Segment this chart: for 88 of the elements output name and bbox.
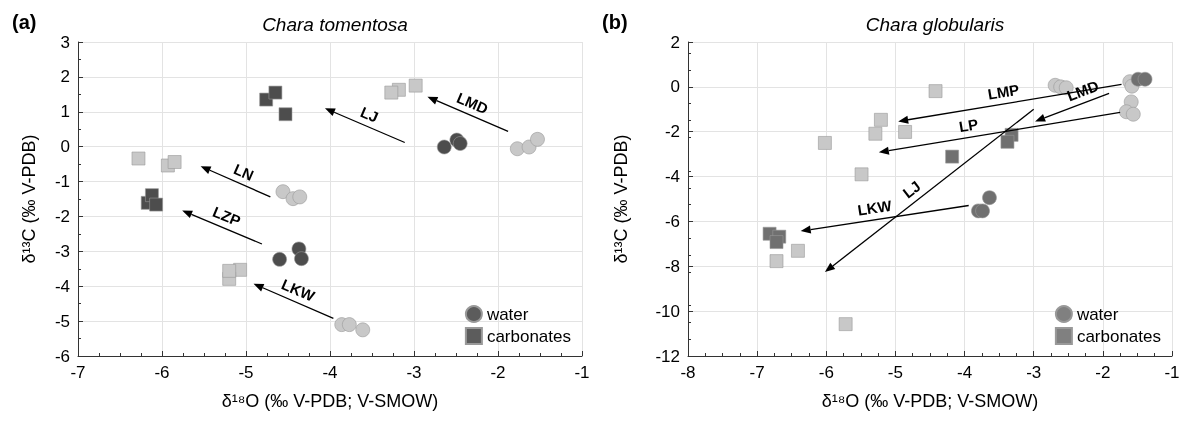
point	[292, 189, 308, 205]
point	[1125, 106, 1141, 122]
point	[149, 197, 163, 212]
point	[854, 167, 869, 182]
point	[818, 136, 832, 150]
annotation: LP	[957, 115, 980, 136]
point	[167, 155, 182, 169]
point	[342, 317, 357, 332]
point	[769, 235, 784, 249]
annotation: LMD	[1064, 76, 1101, 105]
y-axis-title: δ¹³C (‰ V-PDB)	[19, 134, 39, 264]
point	[510, 141, 525, 157]
y-tick-label: -10	[655, 301, 680, 321]
point	[982, 190, 997, 205]
text: (b)	[602, 11, 628, 33]
point	[384, 85, 399, 100]
x-tick-label: -1	[574, 363, 590, 382]
x-axis-title: δ¹⁸O (‰ V-PDB; V-SMOW)	[821, 391, 1039, 411]
point	[975, 203, 990, 219]
point	[436, 139, 452, 155]
point	[945, 149, 959, 164]
point	[530, 132, 545, 147]
y-tick-label: 0	[60, 137, 70, 157]
annotation: LN	[231, 160, 257, 184]
y-tick-label: -4	[54, 276, 70, 296]
x-tick-label: -6	[818, 363, 834, 382]
point	[769, 254, 784, 268]
point	[268, 85, 283, 100]
point	[275, 184, 291, 199]
annotation: LJ	[899, 177, 924, 202]
y-tick-label: -12	[655, 346, 680, 366]
point	[791, 244, 805, 258]
legend-label: carbonates	[1076, 326, 1162, 346]
x-tick-label: -7	[749, 363, 765, 382]
y-tick-label: 2	[60, 67, 70, 87]
x-tick-label: -3	[406, 363, 422, 382]
point	[131, 151, 146, 166]
point	[278, 107, 293, 122]
annotation: LJ	[358, 103, 381, 126]
y-tick-label: -1	[54, 172, 70, 192]
text: (a)	[12, 11, 37, 33]
y-tick-label: 3	[60, 32, 70, 52]
y-tick-label: -4	[664, 167, 680, 187]
x-tick-label: -6	[154, 363, 170, 382]
point	[294, 251, 309, 266]
annotation: LMD	[454, 88, 491, 118]
point	[222, 264, 236, 278]
y-tick-label: -6	[54, 346, 70, 366]
x-tick-label: -3	[1026, 363, 1042, 382]
x-tick-label: -5	[238, 363, 254, 382]
y-tick-label: 2	[670, 32, 680, 52]
point	[355, 322, 371, 338]
chart-title: Chara tomentosa	[262, 14, 408, 35]
y-tick-label: -2	[54, 206, 70, 226]
annotation: LZP	[210, 202, 244, 230]
y-tick-label: -8	[664, 256, 680, 276]
point	[452, 136, 468, 151]
x-tick-label: -4	[322, 363, 338, 382]
annotation: LKW	[279, 275, 319, 305]
point	[838, 317, 853, 331]
y-tick-label: 0	[670, 77, 680, 97]
point	[408, 78, 423, 93]
x-tick-label: -2	[1095, 363, 1111, 382]
annotation: LMP	[986, 80, 1021, 103]
chart-title: Chara globularis	[865, 14, 1005, 35]
y-axis-title: δ¹³C (‰ V-PDB)	[611, 134, 631, 264]
x-axis-title: δ¹⁸O (‰ V-PDB; V-SMOW)	[221, 391, 439, 411]
y-tick-label: 1	[60, 102, 70, 122]
x-tick-label: -4	[957, 363, 973, 382]
x-tick-label: -7	[70, 363, 86, 382]
x-tick-label: -5	[887, 363, 903, 382]
y-tick-label: -5	[54, 311, 70, 331]
point	[928, 84, 943, 98]
y-tick-label: -3	[54, 241, 70, 261]
legend-label: water	[485, 304, 529, 324]
y-tick-label: -2	[664, 122, 680, 142]
point	[1137, 71, 1153, 87]
point	[898, 125, 912, 139]
annotation: LKW	[856, 196, 894, 219]
legend-label: carbonates	[486, 326, 572, 346]
point	[1000, 135, 1015, 149]
y-tick-label: -6	[664, 211, 680, 231]
point	[868, 126, 883, 141]
x-tick-label: -1	[1164, 363, 1180, 382]
point	[874, 113, 888, 127]
point	[272, 252, 287, 267]
x-tick-label: -2	[490, 363, 506, 382]
legend-label: water	[1075, 304, 1119, 324]
